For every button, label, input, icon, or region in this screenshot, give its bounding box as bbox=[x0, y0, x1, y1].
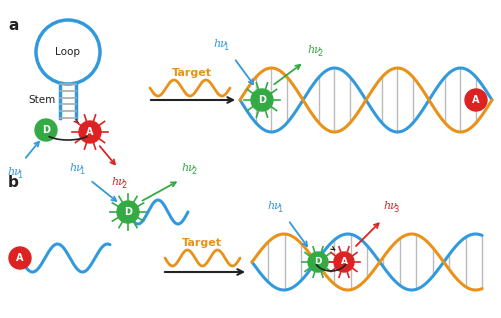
Text: b: b bbox=[8, 175, 19, 190]
Text: Loop: Loop bbox=[56, 47, 81, 57]
Text: 1: 1 bbox=[277, 205, 282, 215]
Circle shape bbox=[35, 119, 57, 141]
Text: A: A bbox=[472, 95, 480, 105]
Text: hν: hν bbox=[267, 201, 281, 211]
Text: hν: hν bbox=[213, 39, 227, 49]
Circle shape bbox=[79, 121, 101, 143]
Text: 1: 1 bbox=[223, 44, 228, 52]
Text: 3: 3 bbox=[393, 205, 398, 215]
Text: hν: hν bbox=[181, 163, 195, 173]
Circle shape bbox=[308, 252, 328, 272]
Text: hν: hν bbox=[383, 201, 397, 211]
Text: Target: Target bbox=[182, 238, 222, 248]
Text: 1: 1 bbox=[79, 168, 84, 176]
Text: A: A bbox=[341, 258, 348, 266]
Text: hν: hν bbox=[111, 177, 125, 187]
Circle shape bbox=[251, 89, 273, 111]
Circle shape bbox=[465, 89, 487, 111]
Text: 1: 1 bbox=[17, 171, 22, 181]
Text: D: D bbox=[258, 95, 266, 105]
Text: 2: 2 bbox=[317, 50, 322, 59]
Text: a: a bbox=[8, 18, 19, 33]
Text: A: A bbox=[86, 127, 94, 137]
Text: 2: 2 bbox=[121, 182, 126, 190]
Text: hν: hν bbox=[307, 45, 321, 55]
Text: D: D bbox=[314, 258, 322, 266]
Text: Target: Target bbox=[172, 68, 212, 78]
Circle shape bbox=[334, 252, 354, 272]
Text: 2: 2 bbox=[191, 168, 196, 176]
Text: hν: hν bbox=[69, 163, 83, 173]
Text: D: D bbox=[42, 125, 50, 135]
Circle shape bbox=[117, 201, 139, 223]
Text: A: A bbox=[16, 253, 24, 263]
Text: hν: hν bbox=[7, 167, 21, 177]
Text: Stem: Stem bbox=[28, 95, 55, 105]
Circle shape bbox=[9, 247, 31, 269]
Text: D: D bbox=[124, 207, 132, 217]
